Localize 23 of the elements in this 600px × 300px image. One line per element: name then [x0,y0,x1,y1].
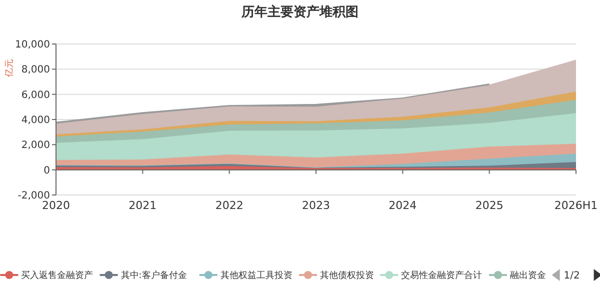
y-tick-label: 4,000 [21,115,50,126]
x-tick-label: 2022 [215,199,244,212]
legend-label: 交易性金融资产合计 [401,270,482,282]
legend-label: 其他债权投资 [320,270,374,282]
y-tick-label: 8,000 [21,64,50,76]
legend-label: 买入返售金融资产 [21,270,94,282]
chart-title: 历年主要资产堆积图 [240,4,358,20]
y-tick-label: 0 [44,165,50,176]
text: 1/2 [564,270,580,282]
legend-label: 其中:客户备付金 [120,270,187,282]
x-tick-label: 2024 [388,199,417,212]
y-tick-label: -2,000 [18,190,50,202]
x-tick-label: 2025 [475,199,504,212]
x-tick-label: 2020 [42,199,70,212]
y-axis-title: 亿元 [4,59,15,78]
y-tick-label: 2,000 [21,140,50,152]
y-tick-label: 10,000 [15,40,50,50]
x-tick-label: 2021 [128,199,157,212]
x-tick-label: 2023 [302,199,330,212]
x-tick-label: 2026H1 [554,199,598,212]
y-tick-label: 6,000 [21,90,50,101]
legend-label: 其他权益工具投资 [220,270,292,282]
legend-label: 融出资金 [510,270,546,282]
